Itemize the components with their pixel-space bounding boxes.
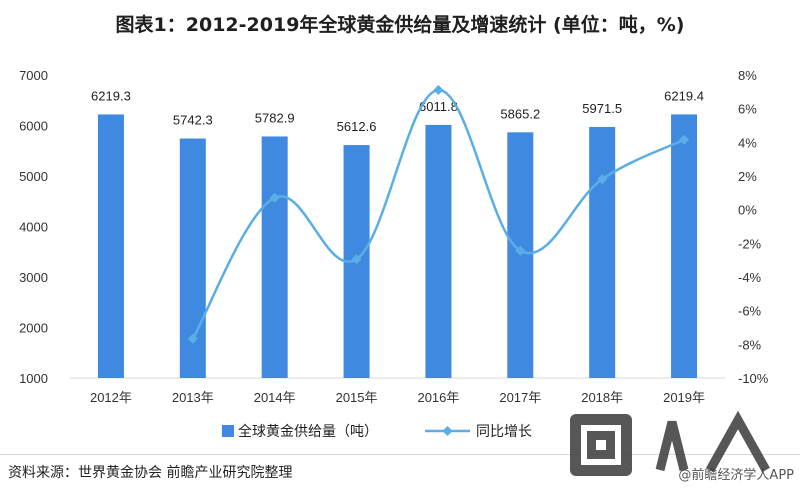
bar-data-label: 6219.3 (91, 88, 131, 103)
line-point (433, 84, 444, 95)
y-right-tick-label: 8% (738, 68, 757, 83)
bar (97, 114, 124, 378)
legend-line-marker (442, 426, 453, 436)
legend-bar-label: 全球黄金供给量（吨） (238, 423, 378, 440)
footer-divider (0, 454, 800, 455)
bar (261, 136, 288, 378)
bar-data-label: 5971.5 (582, 101, 622, 116)
bar (425, 124, 452, 378)
line-point (597, 174, 608, 185)
y-left-tick-label: 4000 (19, 220, 48, 235)
x-tick-label: 2014年 (254, 390, 296, 405)
y-right-tick-label: -2% (738, 236, 762, 251)
y-left-tick-label: 3000 (19, 270, 48, 285)
line-point (679, 134, 690, 145)
x-tick-label: 2017年 (499, 390, 541, 405)
source-note: 资料来源：世界黄金协会 前瞻产业研究院整理 (8, 465, 293, 481)
bar-data-label: 6219.4 (664, 88, 704, 103)
footer: 资料来源：世界黄金协会 前瞻产业研究院整理 @前瞻经济学人APP (0, 454, 800, 500)
bar-data-label: 5742.3 (173, 113, 213, 128)
y-right-tick-label: -4% (738, 270, 762, 285)
y-left-tick-label: 1000 (19, 371, 48, 386)
y-left-tick-label: 7000 (19, 68, 48, 83)
x-tick-label: 2013年 (172, 390, 214, 405)
chart-title: 图表1：2012-2019年全球黄金供给量及增速统计 (单位：吨，%) (115, 14, 685, 36)
x-tick-label: 2019年 (663, 390, 705, 405)
credit-note: @前瞻经济学人APP (678, 468, 794, 483)
bar-data-label: 6011.8 (419, 99, 458, 114)
y-left-tick-label: 2000 (19, 321, 48, 336)
y-right-tick-label: 4% (738, 135, 757, 150)
x-tick-label: 2016年 (417, 390, 459, 405)
y-right-tick-label: 6% (738, 102, 757, 117)
x-tick-label: 2015年 (336, 390, 378, 405)
y-right-tick-label: -10% (738, 371, 769, 386)
line-point (187, 333, 198, 344)
x-tick-label: 2012年 (90, 390, 132, 405)
bar-data-label: 5612.6 (337, 119, 377, 134)
bar-data-label: 5782.9 (255, 110, 295, 125)
bar-data-label: 5865.2 (500, 106, 540, 121)
x-tick-label: 2018年 (581, 390, 623, 405)
line-point (269, 192, 280, 203)
y-right-tick-label: -8% (738, 337, 762, 352)
line-point (515, 245, 526, 256)
bar (589, 126, 616, 379)
bar (671, 114, 698, 379)
y-left-tick-label: 5000 (19, 169, 48, 184)
y-right-tick-label: -6% (738, 304, 762, 319)
y-left-tick-label: 6000 (19, 119, 48, 134)
line-point (351, 254, 362, 265)
legend-bar-swatch (222, 425, 234, 437)
y-right-tick-label: 2% (738, 169, 757, 184)
legend-line-label: 同比增长 (476, 424, 532, 440)
y-right-tick-label: 0% (738, 203, 757, 218)
